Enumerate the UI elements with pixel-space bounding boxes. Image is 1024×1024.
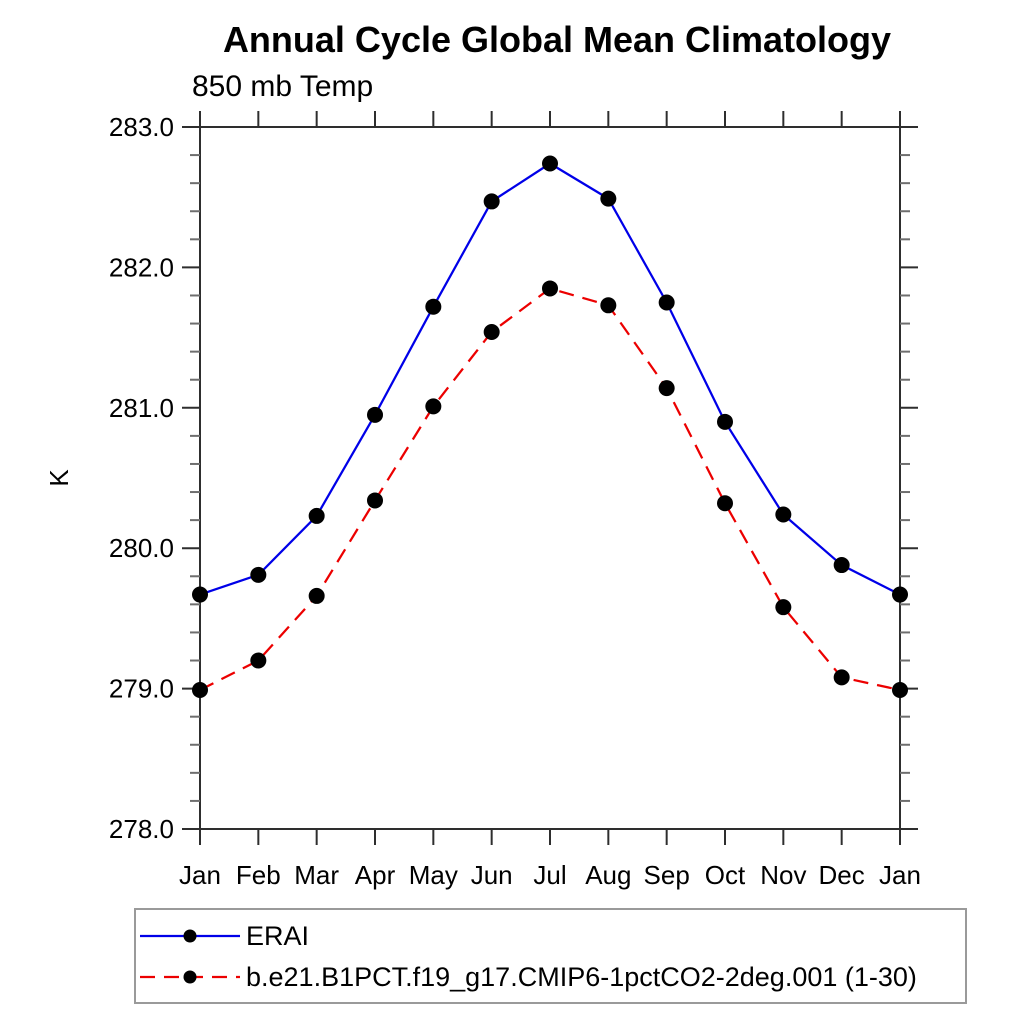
legend-marker bbox=[183, 929, 197, 943]
x-tick-label: Sep bbox=[644, 860, 690, 890]
data-point-marker bbox=[717, 413, 733, 430]
data-point-marker bbox=[542, 280, 558, 297]
y-tick-label: 280.0 bbox=[109, 533, 174, 563]
series-line-model bbox=[199, 287, 901, 692]
series-layer bbox=[192, 155, 908, 699]
data-point-marker bbox=[308, 507, 325, 524]
axes-layer: Jan Feb Mar Apr May Jun Jul Aug Sep Oct Nov Dec Jan2… bbox=[109, 111, 921, 890]
x-tick-label: Feb bbox=[236, 860, 281, 890]
legend-box: ERAI b.e21.B1PCT.f19_g17.CMIP6-1pctCO2-2d… bbox=[134, 908, 967, 1004]
data-point-marker bbox=[308, 587, 325, 604]
y-tick-label: 282.0 bbox=[109, 252, 174, 282]
x-tick-label: Oct bbox=[705, 860, 746, 890]
x-tick-label: Apr bbox=[355, 860, 396, 890]
x-tick-label: Nov bbox=[760, 860, 806, 890]
legend-frame bbox=[134, 908, 967, 1004]
y-tick-label: 278.0 bbox=[109, 814, 174, 844]
x-tick-label: Mar bbox=[294, 860, 339, 890]
data-point-marker bbox=[658, 380, 675, 397]
chart-subtitle: 850 mb Temp bbox=[192, 70, 373, 103]
data-point-marker bbox=[600, 297, 617, 314]
x-tick-label: Jan bbox=[879, 860, 921, 890]
data-point-marker bbox=[483, 193, 500, 210]
y-axis-unit-label: K bbox=[44, 469, 74, 487]
legend-marker bbox=[183, 970, 197, 984]
data-point-marker bbox=[367, 406, 383, 423]
data-point-marker bbox=[892, 682, 908, 699]
data-point-marker bbox=[192, 682, 208, 699]
data-point-marker bbox=[425, 398, 442, 415]
chart-title: Annual Cycle Global Mean Climatology bbox=[223, 19, 891, 60]
data-point-marker bbox=[425, 298, 442, 315]
data-point-marker bbox=[600, 190, 617, 207]
data-point-marker bbox=[833, 557, 850, 574]
x-tick-label: Aug bbox=[585, 860, 631, 890]
data-point-marker bbox=[775, 506, 792, 523]
y-tick-label: 279.0 bbox=[109, 674, 174, 704]
x-tick-label: Dec bbox=[819, 860, 865, 890]
y-tick-label: 283.0 bbox=[109, 112, 174, 142]
plot-frame bbox=[199, 126, 901, 830]
data-point-marker bbox=[250, 566, 267, 583]
data-point-marker bbox=[192, 586, 208, 603]
data-point-marker bbox=[775, 599, 792, 616]
data-point-marker bbox=[658, 294, 675, 311]
data-point-marker bbox=[250, 652, 267, 669]
legend-label: ERAI bbox=[246, 921, 309, 951]
series-line-reference bbox=[199, 162, 901, 596]
data-point-marker bbox=[367, 492, 383, 509]
y-tick-label: 281.0 bbox=[109, 393, 174, 423]
data-point-marker bbox=[892, 586, 908, 603]
x-tick-label: Jun bbox=[471, 860, 513, 890]
data-point-marker bbox=[833, 669, 850, 686]
data-point-marker bbox=[483, 323, 500, 340]
data-point-marker bbox=[717, 495, 733, 512]
legend-label: b.e21.B1PCT.f19_g17.CMIP6-1pctCO2-2deg.0… bbox=[246, 962, 917, 992]
x-tick-label: Jan bbox=[179, 860, 221, 890]
data-point-marker bbox=[542, 155, 558, 172]
x-tick-label: May bbox=[409, 860, 458, 890]
x-tick-label: Jul bbox=[533, 860, 566, 890]
